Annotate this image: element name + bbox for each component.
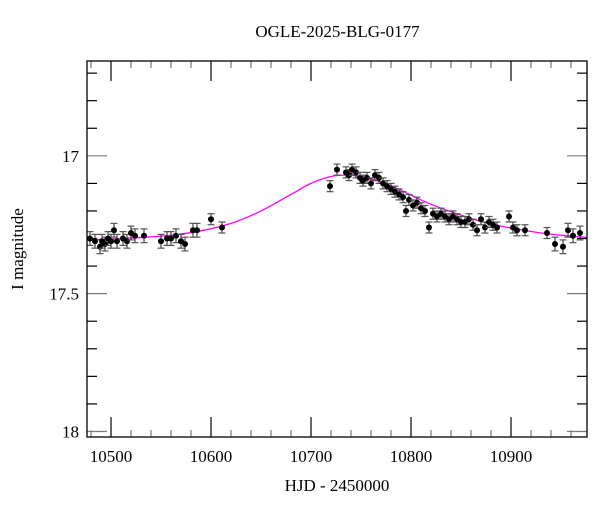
data-point	[110, 222, 118, 238]
data-point	[413, 196, 421, 209]
x-tick-label: 10800	[390, 447, 433, 466]
data-point	[348, 163, 356, 176]
x-axis-label: HJD - 2450000	[284, 476, 390, 495]
data-point	[576, 225, 584, 241]
data-point	[86, 231, 94, 247]
data-point	[375, 171, 383, 184]
axis-ticks	[87, 61, 587, 437]
data-point	[493, 221, 501, 234]
axis-tick-labels: 10500 10600 10700 10800 10900 17 17.5 18	[49, 147, 532, 466]
plot-frame	[86, 60, 588, 438]
y-tick-label: 18	[62, 422, 79, 441]
data-point	[521, 224, 529, 237]
data-point	[193, 222, 201, 238]
x-tick-label: 10500	[90, 447, 133, 466]
data-point	[207, 213, 215, 226]
data-point	[113, 233, 121, 249]
x-tick-label: 10600	[190, 447, 233, 466]
data-point	[181, 236, 189, 252]
data-point	[333, 163, 341, 176]
data-point	[371, 169, 379, 182]
data-point	[513, 224, 521, 237]
data-point	[473, 224, 481, 237]
chart-title: OGLE-2025-BLG-0177	[255, 22, 420, 41]
data-point	[359, 174, 367, 187]
data-point	[167, 231, 175, 247]
data-point	[477, 213, 485, 226]
data-point	[218, 221, 226, 234]
data-point	[551, 236, 559, 252]
data-point	[402, 204, 410, 218]
data-points	[86, 163, 584, 255]
data-point	[543, 226, 551, 240]
data-point	[157, 233, 165, 249]
data-point	[140, 228, 148, 244]
data-point	[379, 177, 387, 190]
data-point	[326, 180, 334, 193]
data-point	[421, 204, 429, 218]
data-point	[367, 177, 375, 190]
data-point	[425, 221, 433, 234]
x-tick-label: 10700	[290, 447, 333, 466]
data-point	[131, 228, 139, 244]
data-point	[569, 228, 577, 244]
data-point	[399, 191, 407, 204]
data-point	[391, 185, 399, 198]
x-tick-label: 10900	[490, 447, 533, 466]
data-point	[559, 239, 567, 255]
data-point	[505, 210, 513, 223]
data-point	[469, 218, 477, 231]
y-tick-label: 17.5	[49, 285, 79, 304]
y-tick-label: 17	[62, 147, 80, 166]
